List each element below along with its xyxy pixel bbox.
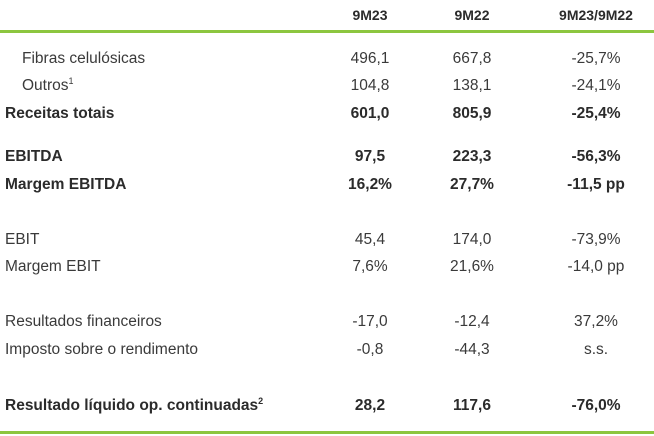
value-variation: s.s. [583, 341, 609, 358]
table-row: EBIT 45,4 174,0 -73,9% [0, 228, 654, 252]
table-row: EBITDA 97,5 223,3 -56,3% [0, 145, 654, 169]
table-row: Outros1 104,8 138,1 -24,1% [0, 74, 654, 98]
value-9m23: -0,8 [356, 341, 384, 358]
value-variation: -73,9% [571, 231, 621, 248]
table-row: Receitas totais 601,0 805,9 -25,4% [0, 102, 654, 126]
value-variation: -11,5 pp [567, 176, 625, 193]
value-9m22: -12,4 [454, 313, 490, 330]
row-label: Margem EBIT [5, 258, 101, 275]
value-9m23: 45,4 [354, 231, 386, 248]
table-row: Resultados financeiros -17,0 -12,4 37,2% [0, 310, 654, 334]
row-label: Resultado líquido op. continuadas2 [5, 395, 264, 415]
row-label: Receitas totais [5, 105, 115, 122]
value-9m22: -44,3 [454, 341, 490, 358]
value-9m23: 97,5 [354, 148, 386, 165]
value-9m23: 16,2% [348, 176, 392, 193]
value-variation: -76,0% [571, 397, 621, 414]
row-label: Fibras celulósicas [22, 50, 146, 67]
footnote-marker: 1 [68, 75, 74, 86]
table-header: 9M23 9M22 9M23/9M22 [0, 0, 654, 28]
value-9m22: 21,6% [450, 258, 494, 275]
row-label: EBITDA [5, 148, 63, 165]
footnote-marker: 2 [258, 395, 264, 406]
value-9m22: 223,3 [452, 148, 492, 165]
row-label: Resultados financeiros [5, 313, 162, 330]
header-divider [0, 30, 654, 33]
header-9m22: 9M22 [454, 7, 490, 23]
value-9m23: -17,0 [352, 313, 388, 330]
table-row: Fibras celulósicas 496,1 667,8 -25,7% [0, 47, 654, 71]
row-label: EBIT [5, 231, 40, 248]
value-9m22: 138,1 [452, 77, 492, 94]
value-variation: -25,4% [571, 105, 621, 122]
value-variation: -56,3% [571, 148, 621, 165]
row-label-text: Resultado líquido op. continuadas [5, 397, 259, 414]
value-9m23: 496,1 [350, 50, 390, 67]
header-9m23: 9M23 [352, 7, 388, 23]
footer-divider [0, 431, 654, 434]
table-row: Margem EBIT 7,6% 21,6% -14,0 pp [0, 255, 654, 279]
value-9m22: 805,9 [452, 105, 492, 122]
value-9m23: 104,8 [350, 77, 390, 94]
value-9m22: 117,6 [453, 397, 491, 414]
table-row: Resultado líquido op. continuadas2 28,2 … [0, 394, 654, 418]
value-9m22: 174,0 [452, 231, 492, 248]
table-row: Imposto sobre o rendimento -0,8 -44,3 s.… [0, 338, 654, 362]
row-label: Imposto sobre o rendimento [5, 341, 198, 358]
value-9m23: 7,6% [352, 258, 388, 275]
value-9m22: 27,7% [450, 176, 494, 193]
value-9m23: 28,2 [354, 397, 386, 414]
header-variation: 9M23/9M22 [559, 7, 633, 23]
value-variation: -14,0 pp [567, 258, 625, 275]
value-9m23: 601,0 [350, 105, 390, 122]
row-label-text: Outros [22, 77, 69, 94]
row-label: Margem EBITDA [5, 176, 127, 193]
value-variation: -25,7% [571, 50, 621, 67]
row-label: Outros1 [22, 75, 74, 95]
value-9m22: 667,8 [452, 50, 492, 67]
value-variation: -24,1% [571, 77, 621, 94]
value-variation: 37,2% [574, 313, 618, 330]
table-row: Margem EBITDA 16,2% 27,7% -11,5 pp [0, 173, 654, 197]
